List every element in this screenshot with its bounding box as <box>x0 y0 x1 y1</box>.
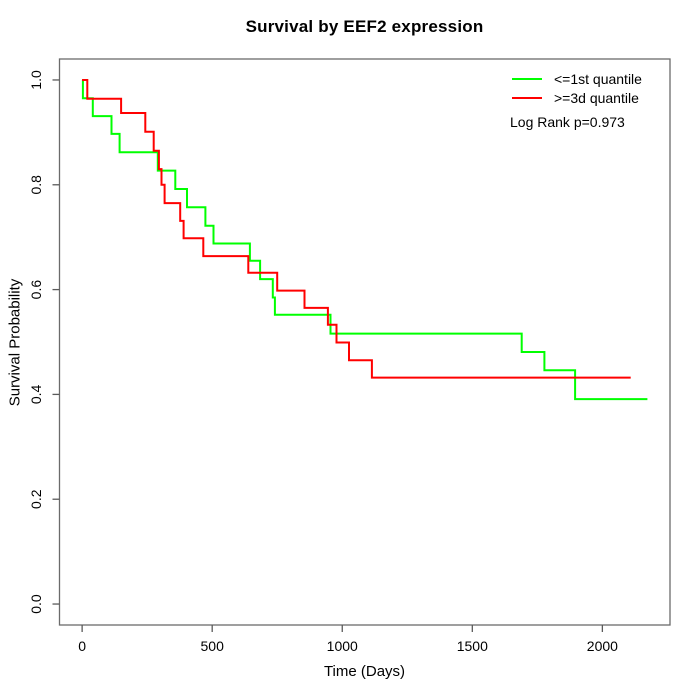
plot-border <box>58 58 671 626</box>
survival-curve-high-quantile <box>82 79 631 379</box>
y-tick-label: 1.0 <box>28 70 44 90</box>
legend: <=1st quantile >=3d quantile Log Rank p=… <box>510 70 642 130</box>
x-tick-label: 0 <box>78 638 86 654</box>
x-tick-label: 2000 <box>587 638 618 654</box>
legend-item-high-expression: >=3d quantile <box>510 89 642 107</box>
y-tick-label: 0.8 <box>28 175 44 195</box>
x-tick-label: 1000 <box>327 638 358 654</box>
y-tick-label: 0.0 <box>28 594 44 614</box>
y-tick-label: 0.6 <box>28 280 44 300</box>
log-rank-p-value: Log Rank p=0.973 <box>510 114 625 130</box>
y-axis-title-text: Survival Probability <box>6 278 24 406</box>
legend-label-low: <=1st quantile <box>554 71 642 87</box>
chart-title: Survival by EEF2 expression <box>245 17 484 36</box>
y-tick-label: 0.4 <box>28 384 44 404</box>
y-axis-title: Survival Probability <box>0 59 30 625</box>
x-axis-title: Time (Days) <box>323 663 406 680</box>
legend-label-high: >=3d quantile <box>554 90 639 106</box>
green-line-swatch <box>512 78 542 80</box>
survival-curve-low-quantile <box>81 79 648 401</box>
y-tick-label: 0.2 <box>28 489 44 509</box>
x-tick-label: 500 <box>201 638 225 654</box>
x-tick-label: 1500 <box>457 638 488 654</box>
legend-item-low-expression: <=1st quantile <box>510 70 642 88</box>
red-line-swatch <box>512 97 542 99</box>
